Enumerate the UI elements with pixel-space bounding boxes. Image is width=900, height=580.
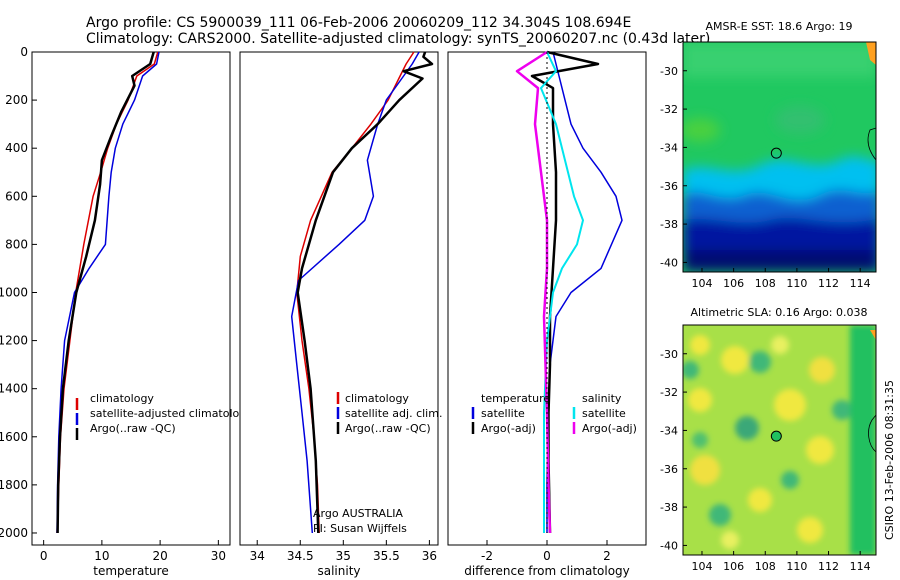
- salinity-series-group: [290, 51, 434, 534]
- sla-xtick-label-1: 106: [723, 560, 744, 573]
- sst-ytick-label-3: -36: [660, 180, 678, 193]
- sla-map-panel: Altimetric SLA: 0.16 Argo: 0.038: [660, 306, 877, 573]
- sst-map-title: AMSR-E SST: 18.6 Argo: 19: [705, 20, 852, 33]
- salinity-xtick-label-0: 34: [250, 549, 265, 563]
- difference-legend-sal-satellite: satellite: [582, 407, 626, 420]
- temperature-xtick-label-1: 10: [94, 549, 109, 563]
- sla-argo-marker: [770, 430, 782, 442]
- sla-xtick-label-5: 114: [850, 560, 871, 573]
- salinity-legend-argo: Argo(..raw -QC): [345, 422, 431, 435]
- sla-ytick-label-5: -40: [660, 539, 678, 552]
- sst-ytick-label-2: -34: [660, 141, 678, 154]
- difference-series-group: [515, 50, 623, 534]
- sst-ytick-label-1: -32: [660, 103, 678, 116]
- difference-legend-sal-argo: Argo(-adj): [582, 422, 637, 435]
- salinity-series-2-line: [296, 51, 434, 534]
- temperature-ytick-label-5: 1000: [0, 285, 28, 299]
- sla-ytick-label-0: -30: [660, 348, 678, 361]
- temperature-xlabel: temperature: [93, 564, 168, 578]
- salinity-xtick-label-2: 35: [336, 549, 351, 563]
- salinity-annotation-1: Argo AUSTRALIA: [313, 507, 403, 520]
- sla-xtick-label-0: 104: [691, 560, 712, 573]
- side-timestamp: CSIRO 13-Feb-2006 08:31:35: [883, 380, 896, 540]
- salinity-legend-satellite: satellite adj. clim.: [345, 407, 442, 420]
- salinity-ticks-group: 34 34.5 35 35.5 36: [250, 540, 437, 563]
- sla-xtick-label-4: 112: [818, 560, 839, 573]
- temperature-ytick-label-1: 200: [5, 93, 28, 107]
- sst-xtick-label-1: 106: [723, 277, 744, 290]
- sla-map-title: Altimetric SLA: 0.16 Argo: 0.038: [690, 306, 867, 319]
- sla-ticks-group: 104 106 108 110 112 114 -30 -32 -34 -36 -38 -40: [660, 348, 871, 573]
- temperature-ticks-group: 0 10 20 30 0 200 400 600 800 1000 1200 1400 1600 1800…: [0, 45, 226, 563]
- sst-ytick-label-4: -38: [660, 218, 678, 231]
- difference-ticks-group: -2 0 2: [481, 540, 611, 563]
- header-line-2: Climatology: CARS2000. Satellite-adjuste…: [86, 31, 710, 47]
- difference-legend-temperature-header: temperature: [481, 392, 550, 405]
- difference-series-3-line: [515, 50, 552, 534]
- difference-xtick-label-2: 2: [603, 549, 611, 563]
- sla-map-field: [683, 325, 876, 555]
- sla-ytick-label-3: -36: [660, 463, 678, 476]
- temperature-legend: climatology satellite-adjusted climatolo…: [75, 392, 253, 440]
- sst-map-field: [683, 42, 876, 272]
- temperature-xtick-label-2: 20: [152, 549, 167, 563]
- temperature-xtick-label-3: 30: [211, 549, 226, 563]
- header-line-1: Argo profile: CS 5900039_111 06-Feb-2006…: [86, 15, 631, 31]
- sla-ytick-label-2: -34: [660, 424, 678, 437]
- sst-xtick-label-4: 112: [818, 277, 839, 290]
- difference-legend-temp-argo: Argo(-adj): [481, 422, 536, 435]
- sla-xtick-label-2: 108: [755, 560, 776, 573]
- salinity-xtick-label-3: 35.5: [373, 549, 400, 563]
- temperature-series-1-line: [56, 51, 160, 534]
- temperature-series-2-line: [56, 51, 155, 534]
- difference-panel: -2 0 2 difference from climatology tempera…: [447, 50, 647, 578]
- salinity-series-1-line: [290, 51, 420, 534]
- salinity-panel: 34 34.5 35 35.5 36 salinity climatology sate…: [239, 51, 442, 578]
- difference-series-2-line: [540, 51, 584, 533]
- temperature-ytick-label-4: 800: [5, 237, 28, 251]
- sst-argo-marker: [770, 147, 782, 159]
- temperature-ytick-label-8: 1600: [0, 430, 28, 444]
- sla-ytick-label-4: -38: [660, 501, 678, 514]
- temperature-ytick-label-10: 2000: [0, 526, 28, 540]
- sst-xtick-label-5: 114: [850, 277, 871, 290]
- difference-series-1-line: [530, 50, 600, 534]
- difference-legend-temp-satellite: satellite: [481, 407, 525, 420]
- temperature-xtick-label-0: 0: [40, 549, 48, 563]
- temperature-ytick-label-2: 400: [5, 141, 28, 155]
- temperature-legend-climatology: climatology: [90, 392, 154, 405]
- sst-ticks-group: 104 106 108 110 112 114 -30 -32 -34 -36 -38 -40: [660, 65, 871, 290]
- difference-xtick-label-0: -2: [481, 549, 493, 563]
- difference-legend: temperature salinity satellite Argo(-adj…: [471, 392, 637, 435]
- difference-legend-salinity-header: salinity: [582, 392, 622, 405]
- sst-xtick-label-2: 108: [755, 277, 776, 290]
- difference-xtick-label-1: 0: [543, 549, 551, 563]
- sla-ytick-label-1: -32: [660, 386, 678, 399]
- salinity-legend-climatology: climatology: [345, 392, 409, 405]
- sst-ytick-label-0: -30: [660, 65, 678, 78]
- salinity-xlabel: salinity: [317, 564, 360, 578]
- salinity-xtick-label-4: 36: [422, 549, 437, 563]
- temperature-ytick-label-3: 600: [5, 189, 28, 203]
- temperature-legend-satellite: satellite-adjusted climatology: [90, 407, 253, 420]
- salinity-legend: climatology satellite adj. clim. Argo(..…: [336, 392, 442, 435]
- difference-xlabel: difference from climatology: [464, 564, 630, 578]
- temperature-legend-argo: Argo(..raw -QC): [90, 422, 176, 435]
- sla-xtick-label-3: 110: [786, 560, 807, 573]
- sst-xtick-label-0: 104: [691, 277, 712, 290]
- temperature-series-group: [56, 51, 160, 534]
- sst-xtick-label-3: 110: [786, 277, 807, 290]
- temperature-ytick-label-7: 1400: [0, 382, 28, 396]
- sst-ytick-label-5: -40: [660, 256, 678, 269]
- temperature-ytick-label-9: 1800: [0, 478, 28, 492]
- temperature-ytick-label-0: 0: [20, 45, 28, 59]
- temperature-panel: 0 10 20 30 0 200 400 600 800 1000 1200 1400 1600 1800…: [0, 45, 253, 578]
- salinity-xtick-label-1: 34.5: [287, 549, 314, 563]
- temperature-ytick-label-6: 1200: [0, 334, 28, 348]
- sst-map-panel: AMSR-E SST: 18.6 Argo: 19 104 106 108 110 11…: [660, 20, 877, 290]
- salinity-annotation-2: PI: Susan Wijffels: [313, 522, 407, 535]
